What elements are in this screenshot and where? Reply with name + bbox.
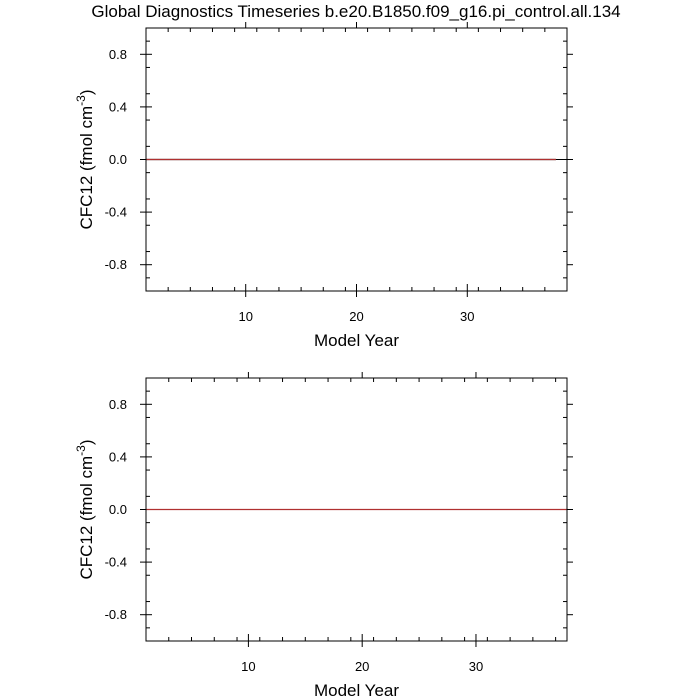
chart-0-y-tick-label: -0.4 — [105, 205, 127, 220]
chart-0-x-tick-label: 10 — [238, 309, 252, 324]
chart-1-y-tick-label: -0.8 — [105, 607, 127, 622]
chart-0-y-tick-label: -0.8 — [105, 257, 127, 272]
chart-panel-bottom: 0.8 0.4 0.0 -0.4 -0.8 10 20 30 Model Year CFC12 (… — [74, 372, 573, 700]
chart-panel-top: 0.8 0.4 0.0 -0.4 -0.8 10 20 30 Model Year CFC12 (… — [74, 22, 573, 350]
chart-0-plot-frame — [145, 27, 568, 292]
figure-title: Global Diagnostics Timeseries b.e20.B185… — [91, 2, 620, 21]
chart-1-x-tick-label: 30 — [469, 659, 483, 674]
chart-1-x-tick-label: 20 — [355, 659, 369, 674]
chart-0-x-tick-label: 20 — [349, 309, 363, 324]
chart-1-y-tick-label: -0.4 — [105, 555, 127, 570]
chart-1-y-tick-label: 0.4 — [109, 449, 127, 464]
chart-0-x-axis-label: Model Year — [314, 331, 399, 350]
chart-0-x-tick-label: 30 — [460, 309, 474, 324]
chart-1-x-axis-label: Model Year — [314, 681, 399, 700]
chart-1-plot-frame — [145, 377, 568, 642]
chart-1-y-axis-label: CFC12 (fmol cm-3) — [74, 439, 96, 579]
chart-1-x-tick-label: 10 — [241, 659, 255, 674]
chart-0-y-axis-label: CFC12 (fmol cm-3) — [74, 89, 96, 229]
chart-0-y-tick-label: 0.8 — [109, 47, 127, 62]
chart-1-y-tick-label: 0.0 — [109, 502, 127, 517]
chart-0-y-tick-label: 0.0 — [109, 152, 127, 167]
chart-0-y-tick-label: 0.4 — [109, 99, 127, 114]
chart-1-y-tick-label: 0.8 — [109, 397, 127, 412]
